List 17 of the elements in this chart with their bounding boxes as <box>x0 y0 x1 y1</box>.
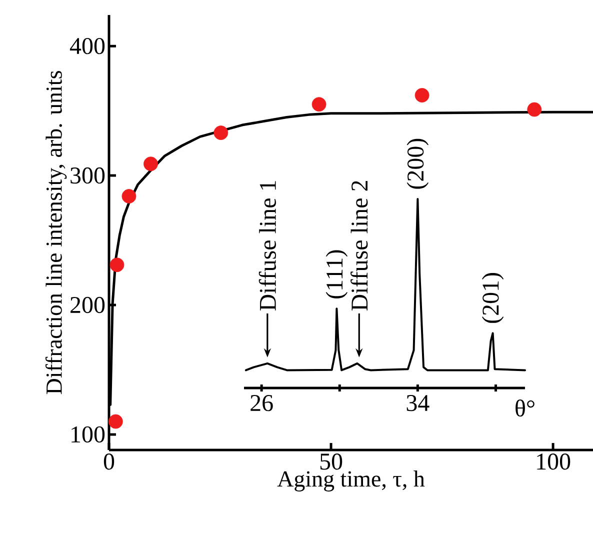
x-axis-title: θ° <box>516 400 534 417</box>
x-tick-label: 34 <box>406 395 430 412</box>
y-tick-label: 200 <box>70 296 105 314</box>
annotation: Diffuse line 1 <box>258 181 276 311</box>
y-axis-title: Diffraction line intensity, arb. units <box>45 71 67 394</box>
annotation: Diffuse line 2 <box>350 181 368 311</box>
annotation: (201) <box>482 273 504 323</box>
x-tick-label: 50 <box>320 454 342 470</box>
annotation: (200) <box>406 138 429 189</box>
x-tick-label: 0 <box>104 454 114 470</box>
y-tick-label: 400 <box>70 38 105 54</box>
x-axis-title: Aging time, τ, h <box>277 470 425 492</box>
y-tick-label: 100 <box>72 426 105 443</box>
annotation: (111) <box>326 250 348 298</box>
x-tick-label: 26 <box>250 395 273 412</box>
x-tick-label: 100 <box>537 454 570 470</box>
y-tick-label: 300 <box>70 167 105 184</box>
